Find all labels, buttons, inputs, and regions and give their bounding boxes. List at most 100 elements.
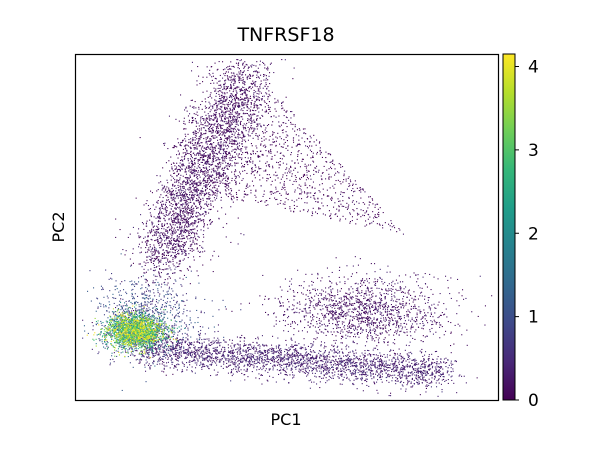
scatter-point — [232, 118, 234, 120]
scatter-point — [158, 244, 160, 246]
scatter-point — [252, 114, 254, 116]
scatter-point — [371, 313, 373, 315]
scatter-point — [184, 216, 186, 218]
scatter-point — [210, 175, 212, 177]
scatter-point — [356, 301, 358, 303]
scatter-point — [196, 195, 198, 197]
scatter-point — [234, 148, 236, 150]
scatter-point — [257, 105, 259, 107]
scatter-point — [337, 289, 339, 291]
scatter-point — [445, 330, 447, 332]
scatter-point — [187, 204, 189, 206]
scatter-point — [145, 223, 147, 225]
scatter-point — [203, 147, 205, 149]
scatter-point — [314, 192, 316, 194]
scatter-point — [368, 319, 370, 321]
scatter-point — [210, 164, 212, 166]
scatter-point — [230, 117, 232, 119]
scatter-point — [364, 280, 366, 282]
scatter-point — [302, 174, 304, 176]
scatter-point — [175, 168, 177, 170]
scatter-point — [423, 309, 425, 311]
scatter-point — [207, 122, 209, 124]
scatter-point — [226, 96, 228, 98]
scatter-point — [132, 339, 134, 341]
scatter-point — [208, 203, 210, 205]
scatter-point — [262, 177, 264, 179]
scatter-point — [450, 362, 452, 364]
scatter-point — [287, 363, 289, 365]
scatter-point — [268, 152, 270, 154]
scatter-point — [172, 162, 174, 164]
scatter-point — [302, 371, 304, 373]
scatter-point — [443, 303, 445, 305]
scatter-point — [381, 304, 383, 306]
scatter-point — [216, 190, 218, 192]
scatter-point — [239, 136, 241, 138]
scatter-point — [380, 363, 382, 365]
scatter-point — [190, 154, 192, 156]
scatter-point — [253, 107, 255, 109]
scatter-point — [172, 247, 174, 249]
scatter-point — [208, 156, 210, 158]
scatter-point — [237, 162, 239, 164]
scatter-point — [377, 305, 379, 307]
scatter-point — [177, 138, 179, 140]
scatter-point — [205, 107, 207, 109]
scatter-point — [369, 310, 371, 312]
scatter-point — [197, 199, 199, 201]
scatter-point — [254, 83, 256, 85]
scatter-point — [221, 348, 223, 350]
scatter-point — [190, 168, 192, 170]
scatter-point — [256, 61, 258, 63]
scatter-point — [237, 115, 239, 117]
scatter-point — [327, 330, 329, 332]
scatter-point — [169, 241, 171, 243]
scatter-point — [211, 190, 213, 192]
scatter-point — [440, 324, 442, 326]
scatter-point — [225, 111, 227, 113]
scatter-point — [199, 180, 201, 182]
scatter-point — [189, 198, 191, 200]
scatter-point — [398, 363, 400, 365]
scatter-point — [230, 84, 232, 86]
scatter-point — [173, 238, 175, 240]
scatter-point — [276, 198, 278, 200]
scatter-point — [268, 139, 270, 141]
scatter-point — [225, 176, 227, 178]
scatter-point — [229, 76, 231, 78]
scatter-point — [222, 226, 224, 228]
scatter-point — [236, 73, 238, 75]
scatter-point — [271, 134, 273, 136]
scatter-point — [157, 221, 159, 223]
scatter-point — [231, 65, 233, 67]
scatter-point — [169, 260, 171, 262]
scatter-point — [246, 358, 248, 360]
scatter-point — [231, 143, 233, 145]
scatter-point — [196, 111, 198, 113]
scatter-point — [230, 188, 232, 190]
scatter-point — [218, 61, 220, 63]
scatter-point — [120, 298, 122, 300]
scatter-point — [166, 199, 168, 201]
scatter-point — [435, 323, 437, 325]
scatter-point — [256, 342, 258, 344]
scatter-point — [264, 74, 266, 76]
scatter-point — [138, 236, 140, 238]
scatter-point — [125, 250, 127, 252]
scatter-point — [221, 168, 223, 170]
scatter-point — [174, 246, 176, 248]
scatter-point — [185, 250, 187, 252]
scatter-point — [325, 291, 327, 293]
scatter-point — [215, 78, 217, 80]
scatter-point — [187, 222, 189, 224]
scatter-point — [396, 369, 398, 371]
scatter-point — [255, 65, 257, 67]
scatter-point — [204, 348, 206, 350]
scatter-point — [192, 213, 194, 215]
scatter-point — [147, 240, 149, 242]
scatter-point — [258, 89, 260, 91]
scatter-point — [345, 359, 347, 361]
scatter-point — [402, 291, 404, 293]
scatter-point — [195, 131, 197, 133]
